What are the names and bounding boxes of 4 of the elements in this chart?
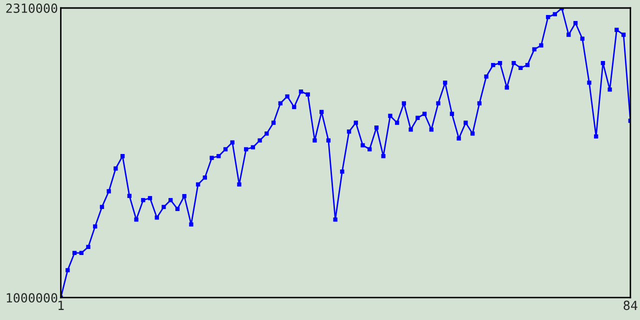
- x-tick-label: 84: [624, 300, 638, 310]
- y-tick-label: 2310000: [6, 4, 58, 13]
- y-tick-label: 1000000: [6, 293, 58, 303]
- x-tick-label: 1: [58, 300, 64, 310]
